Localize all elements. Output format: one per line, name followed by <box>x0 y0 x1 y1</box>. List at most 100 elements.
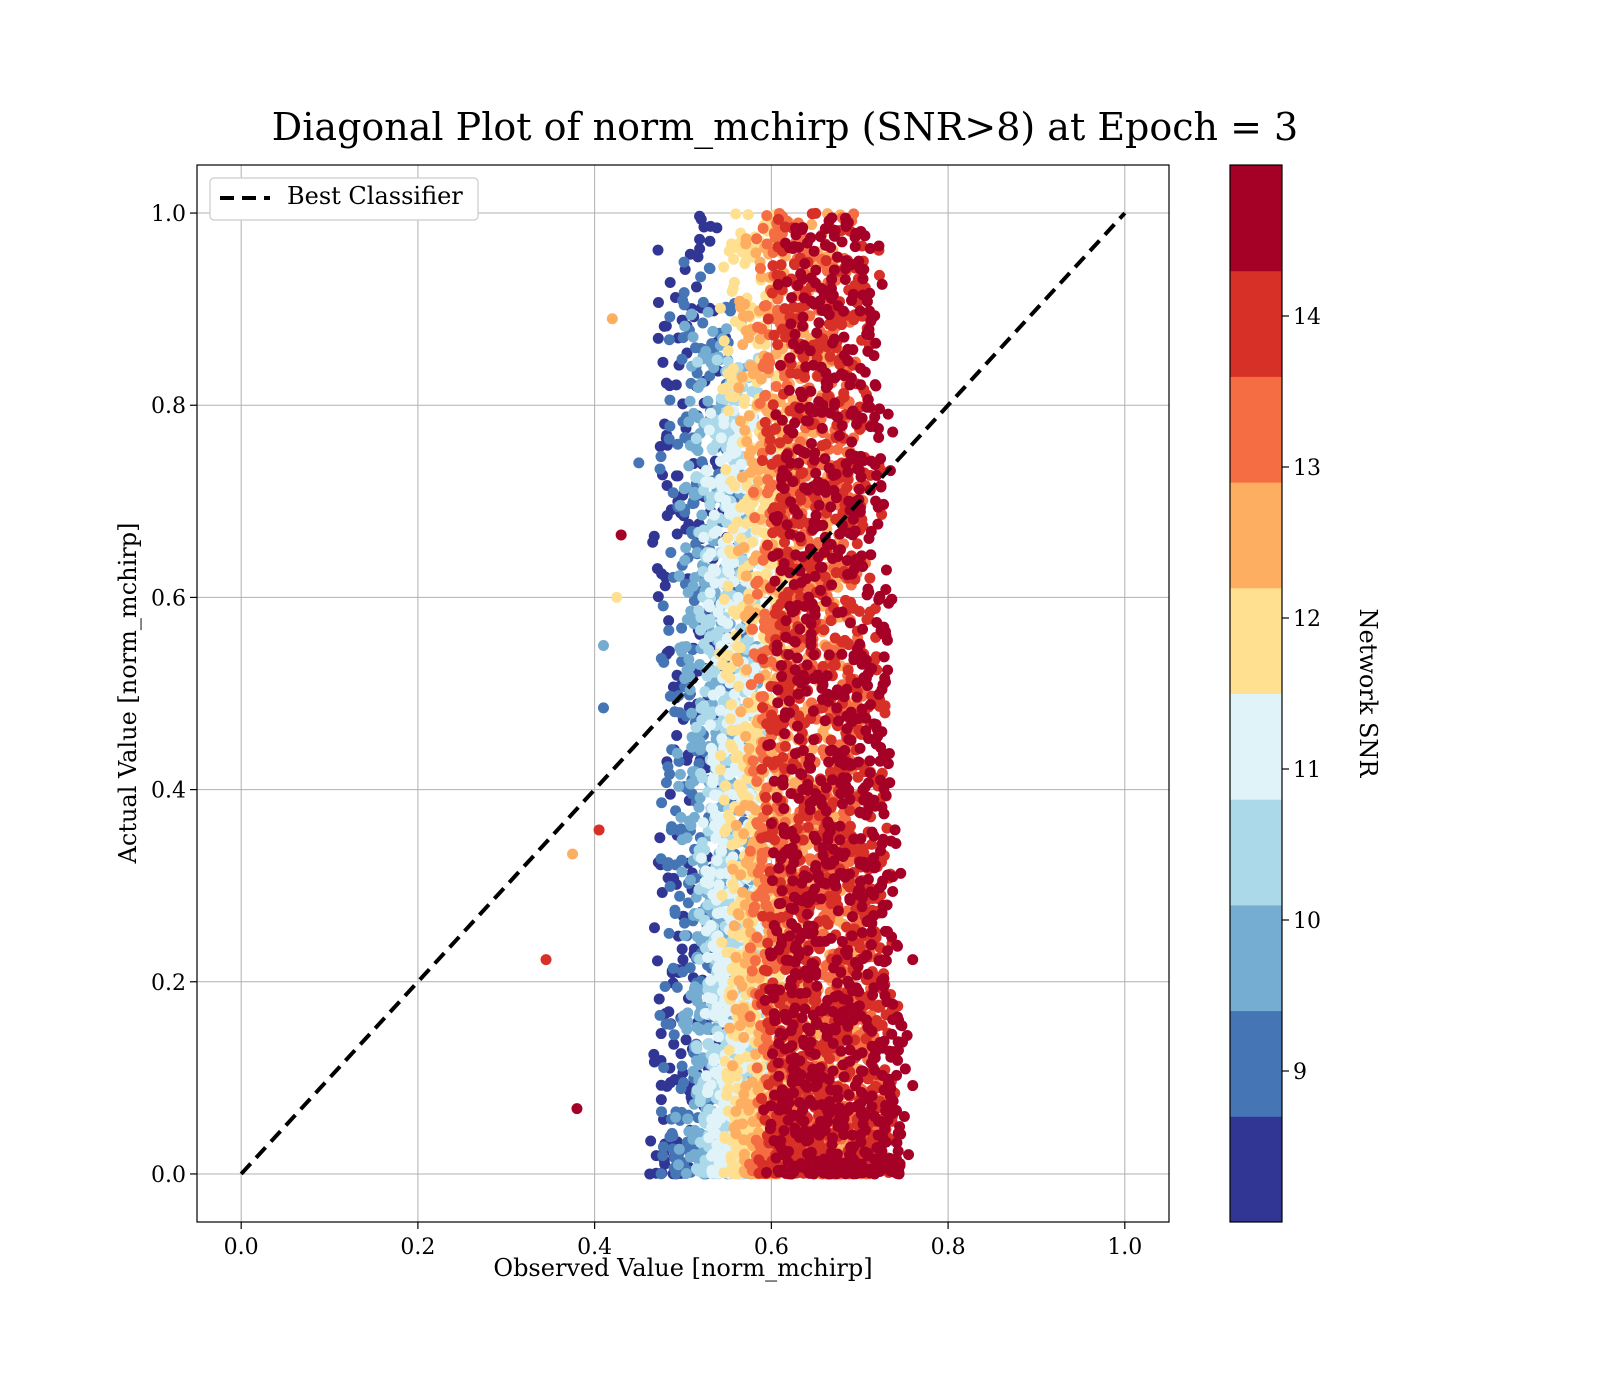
scatter-point <box>690 721 702 733</box>
scatter-point <box>727 851 739 863</box>
scatter-point <box>747 755 759 767</box>
scatter-point <box>713 879 725 891</box>
scatter-point <box>732 1042 744 1054</box>
scatter-point <box>688 407 700 419</box>
scatter-point <box>757 701 769 713</box>
scatter-point <box>711 950 723 962</box>
scatter-point <box>696 509 708 521</box>
scatter-point <box>736 471 748 483</box>
scatter-point <box>704 476 716 488</box>
scatter-point <box>730 837 742 849</box>
scatter-point <box>716 936 728 948</box>
scatter-point <box>663 433 675 445</box>
scatter-point <box>745 444 757 456</box>
scatter-point <box>679 917 691 929</box>
scatter-point <box>696 714 708 726</box>
scatter-point <box>648 922 660 934</box>
scatter-point <box>671 747 683 759</box>
scatter-point <box>706 1150 718 1162</box>
scatter-point <box>723 566 735 578</box>
scatter-point <box>700 618 712 630</box>
scatter-point <box>718 794 730 806</box>
scatter-point <box>695 768 707 780</box>
scatter-point <box>723 405 735 417</box>
scatter-point <box>663 334 675 346</box>
scatter-point <box>703 262 715 274</box>
scatter-point <box>673 1143 685 1155</box>
scatter-point <box>653 993 665 1005</box>
scatter-point <box>726 725 738 737</box>
scatter-point <box>719 1007 731 1019</box>
scatter-point <box>734 805 746 817</box>
scatter-point <box>703 1037 715 1049</box>
scatter-point <box>660 1018 672 1030</box>
scatter-point <box>715 845 727 857</box>
scatter-point <box>697 296 709 308</box>
scatter-point <box>696 456 708 468</box>
scatter-point <box>718 261 730 273</box>
scatter-point <box>672 1159 684 1171</box>
scatter-point <box>751 233 763 245</box>
scatter-point <box>736 980 748 992</box>
scatter-point <box>722 617 734 629</box>
scatter-point <box>730 819 742 831</box>
scatter-point <box>664 276 676 288</box>
scatter-point <box>711 222 723 234</box>
scatter-point <box>715 750 727 762</box>
scatter-point <box>695 852 707 864</box>
scatter-point <box>704 587 716 599</box>
scatter-point <box>659 571 671 583</box>
scatter-point <box>728 765 740 777</box>
scatter-point <box>735 458 747 470</box>
scatter-point <box>760 300 772 312</box>
scatter-point <box>679 929 691 941</box>
scatter-point <box>762 352 774 364</box>
scatter-point <box>711 963 723 975</box>
scatter-point <box>664 690 676 702</box>
scatter-point <box>747 486 759 498</box>
scatter-point <box>752 321 764 333</box>
scatter-point <box>691 281 703 293</box>
scatter-point <box>686 308 698 320</box>
scatter-point <box>714 704 726 716</box>
scatter-point <box>665 547 677 559</box>
scatter-point <box>703 601 715 613</box>
scatter-point <box>678 299 690 311</box>
scatter-point <box>677 332 689 344</box>
scatter-point <box>730 951 742 963</box>
scatter-point <box>696 377 708 389</box>
scatter-point <box>676 622 688 634</box>
scatter-point <box>654 1009 666 1021</box>
scatter-point <box>705 407 717 419</box>
scatter-point <box>673 780 685 792</box>
scatter-point <box>720 780 732 792</box>
scatter-point <box>689 572 701 584</box>
scatter-point <box>750 578 762 590</box>
scatter-point <box>700 865 712 877</box>
scatter-point <box>705 974 717 986</box>
scatter-point <box>741 1098 753 1110</box>
scatter-point <box>665 1077 677 1089</box>
scatter-point <box>734 642 746 654</box>
scatter-point <box>697 317 709 329</box>
scatter-point <box>752 475 764 487</box>
scatter-point <box>705 547 717 559</box>
scatter-point <box>644 1168 656 1180</box>
scatter-point <box>648 1048 660 1060</box>
scatter-point <box>682 897 694 909</box>
scatter-point <box>727 863 739 875</box>
scatter-point <box>738 1031 750 1043</box>
scatter-point <box>733 909 745 921</box>
scatter-point <box>673 570 685 582</box>
scatter-point <box>694 233 706 245</box>
scatter-point <box>663 615 675 627</box>
scatter-point <box>664 788 676 800</box>
scatter-point <box>732 545 744 557</box>
scatter-point <box>733 680 745 692</box>
scatter-point <box>689 486 701 498</box>
scatter-point <box>679 672 691 684</box>
scatter-points <box>540 207 919 1180</box>
scatter-point <box>666 1127 678 1139</box>
scatter-point <box>716 659 728 671</box>
scatter-point <box>751 588 763 600</box>
